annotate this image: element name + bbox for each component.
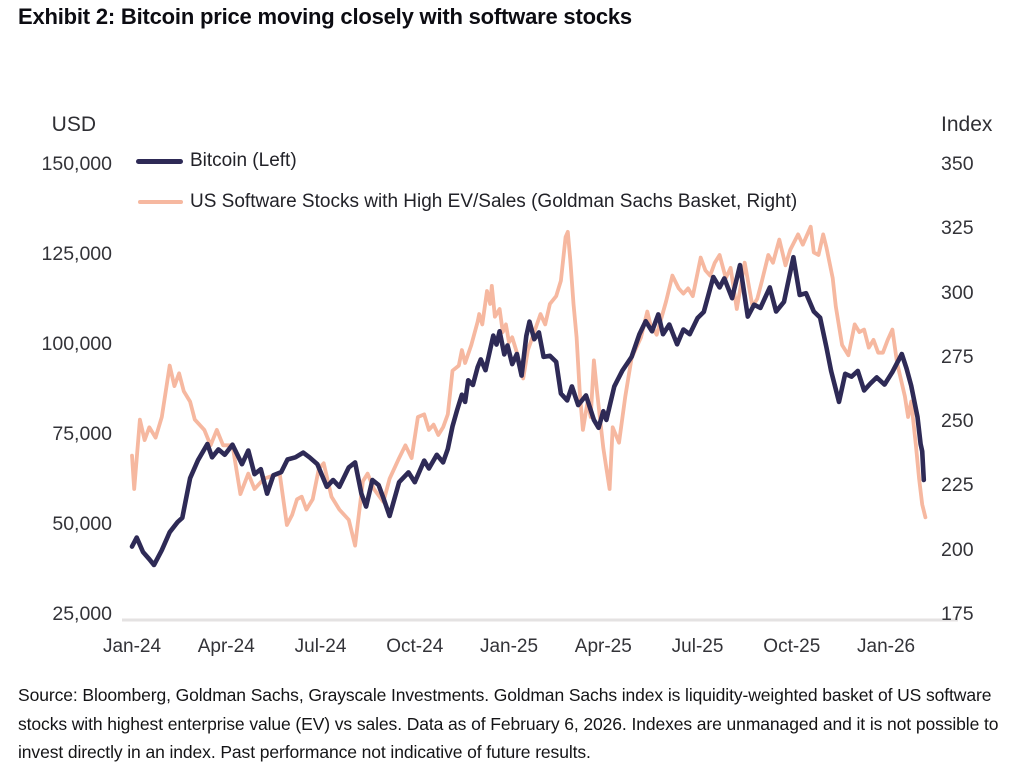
- y-axis-left-tick: 50,000: [52, 513, 112, 535]
- y-axis-left-tick: 150,000: [41, 153, 113, 175]
- y-axis-left-tick: 75,000: [52, 423, 112, 445]
- x-axis-tick: Oct-24: [386, 636, 444, 657]
- x-axis-tick: Apr-25: [574, 636, 632, 657]
- x-axis-tick: Jan-26: [857, 636, 916, 657]
- x-axis-tick: Apr-24: [197, 636, 255, 657]
- x-axis-tick: Jan-25: [479, 636, 539, 657]
- legend-item-bitcoin: Bitcoin (Left): [136, 150, 297, 172]
- y-axis-right-tick: 300: [941, 281, 974, 304]
- bitcoin-line: [129, 254, 927, 568]
- y-axis-right-tick: 250: [941, 410, 974, 433]
- x-axis-tick: Oct-25: [763, 636, 821, 657]
- y-axis-right-tick: 325: [941, 217, 974, 240]
- legend-item-software: US Software Stocks with High EV/Sales (G…: [138, 191, 797, 213]
- right-axis-title: Index: [941, 113, 993, 136]
- x-axis-tick: Jul-24: [294, 636, 347, 657]
- x-axis-tick: Jul-25: [671, 636, 724, 657]
- bitcoin-legend-label: Bitcoin (Left): [190, 150, 297, 171]
- y-axis-right-tick: 175: [941, 603, 974, 625]
- software-legend-swatch: [138, 200, 183, 204]
- left-axis-title: USD: [51, 113, 96, 136]
- source-note: Source: Bloomberg, Goldman Sachs, Graysc…: [18, 685, 999, 763]
- y-axis-right-tick: 275: [941, 345, 974, 368]
- y-axis-left-tick: 25,000: [52, 603, 112, 625]
- y-axis-left-tick: 125,000: [41, 243, 113, 265]
- page-title: Exhibit 2: Bitcoin price moving closely …: [18, 4, 632, 29]
- bitcoin-legend-swatch: [136, 158, 183, 164]
- software-line: [130, 224, 928, 548]
- y-axis-right-tick: 200: [941, 538, 974, 561]
- software-legend-label: US Software Stocks with High EV/Sales (G…: [190, 191, 798, 212]
- y-axis-left-tick: 100,000: [41, 333, 113, 355]
- y-axis-right-tick: 350: [941, 153, 974, 175]
- x-axis-tick: Jan-24: [102, 636, 162, 657]
- y-axis-right-tick: 225: [941, 474, 974, 497]
